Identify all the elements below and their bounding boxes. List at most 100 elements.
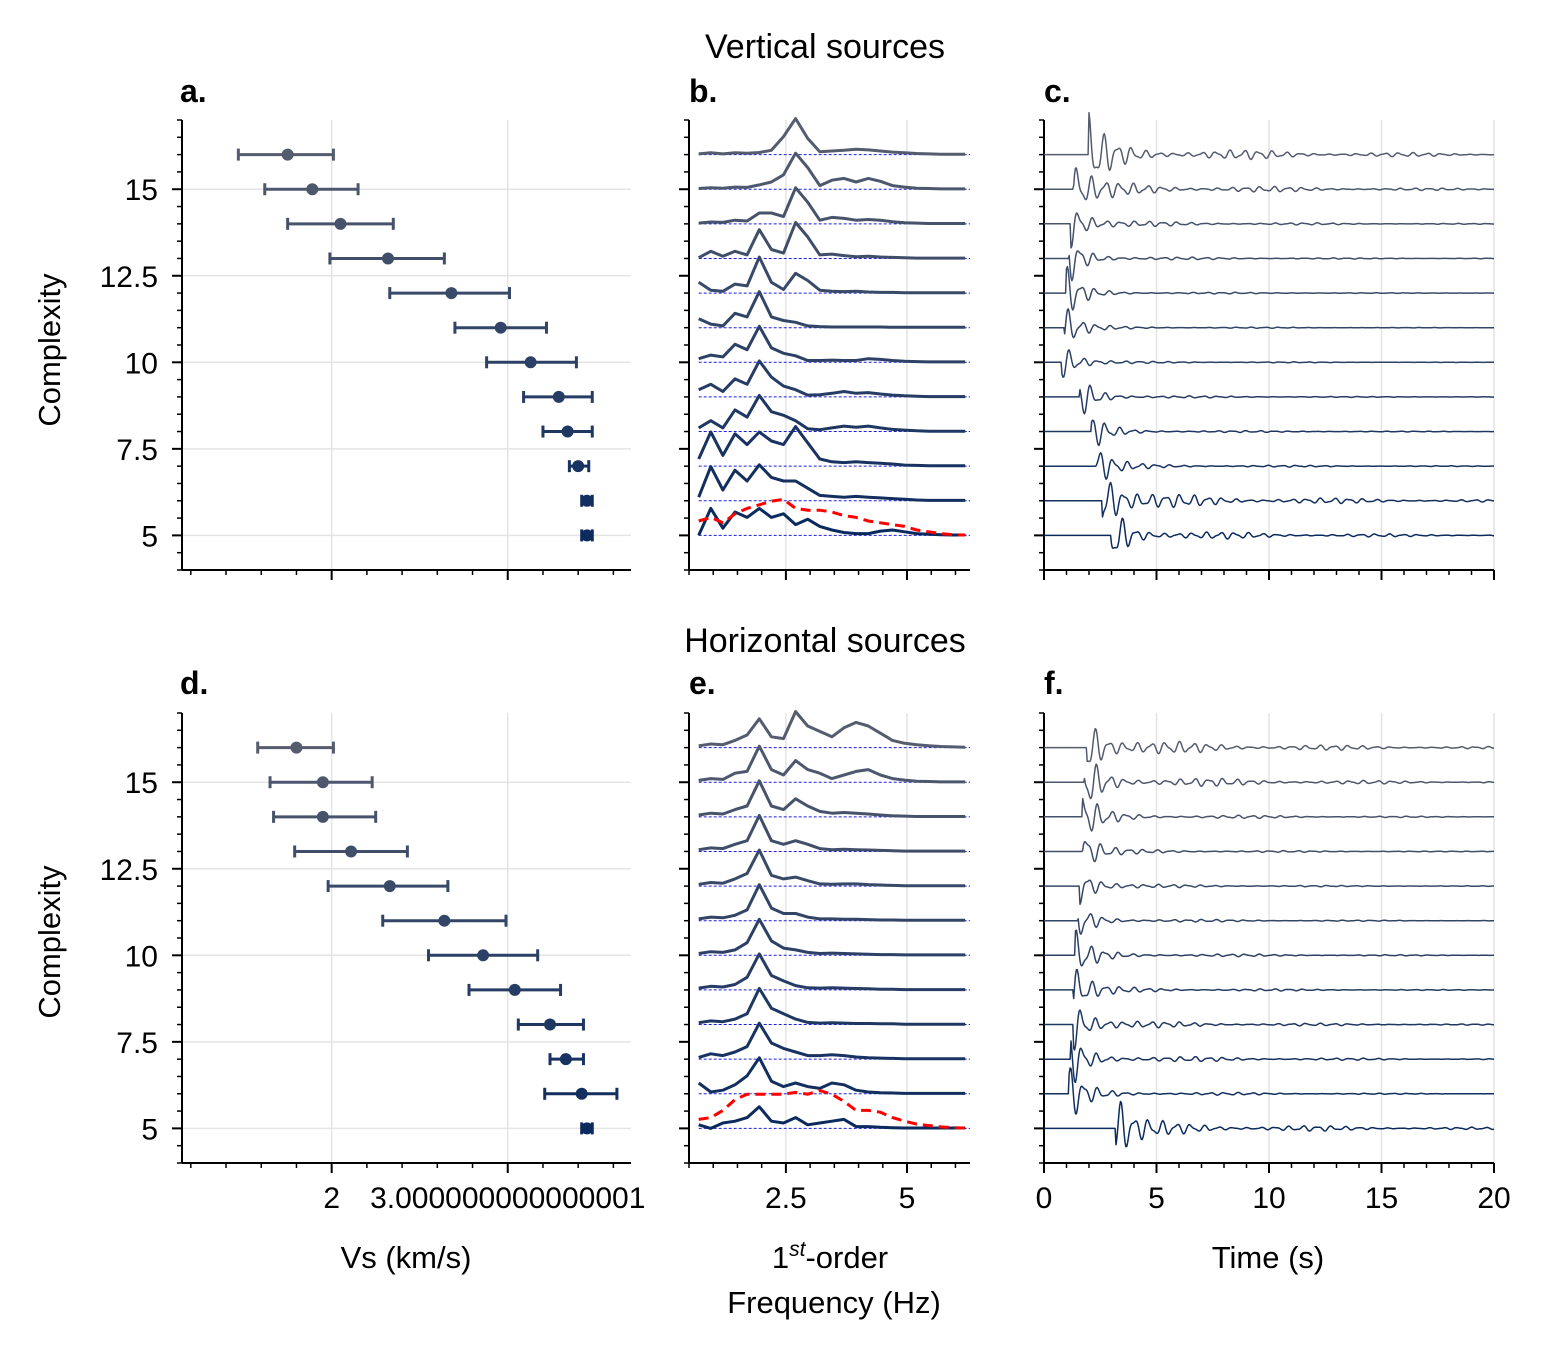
panel-e-spectrum-line <box>698 917 966 957</box>
panel-e-x-tick-label: 5 <box>899 1182 916 1215</box>
x-axis-label-vs: Vs (km/s) <box>341 1240 472 1275</box>
panel-d-data-point <box>383 880 396 893</box>
panel-a-y-tick-label: 12.5 <box>100 261 158 294</box>
panel-b-spectrum-line <box>697 425 966 468</box>
panel-a-data-point <box>561 425 574 438</box>
panel-c-seismogram-trace <box>1044 419 1494 447</box>
panel-a-data-point <box>580 494 593 507</box>
panel-e-spectrum-line <box>698 952 966 992</box>
panel-d-data-point <box>345 845 358 858</box>
panel-b-reference-spectrum <box>698 497 966 537</box>
panel-b-spectrum-line <box>698 290 966 329</box>
panel-f-x-tick-label: 15 <box>1365 1182 1398 1215</box>
panel-a-data-point <box>445 287 458 300</box>
panel-b-spectrum-line <box>698 324 966 364</box>
panel-d-data-point <box>559 1053 572 1066</box>
panel-f-seismogram-trace <box>1044 879 1494 906</box>
panel-f-seismogram-trace <box>1044 1067 1494 1115</box>
panel-label-c: c. <box>1044 73 1071 109</box>
panel-f-seismogram-trace <box>1044 841 1494 863</box>
panel-f-seismogram-trace <box>1044 968 1494 1000</box>
x-axis-label-frequency-line2: Frequency (Hz) <box>727 1285 941 1320</box>
panel-e-x-axis: 2.5 5 <box>688 1162 970 1215</box>
panel-d-data-point <box>575 1087 588 1100</box>
panel-a-y-tick-label: 10 <box>125 347 158 380</box>
panel-a-data-point <box>306 183 319 196</box>
panel-d-y-tick-label: 12.5 <box>100 854 158 887</box>
panel-d-data-point <box>316 776 329 789</box>
panel-c-seismogram-trace <box>1044 265 1494 311</box>
panel-e-spectrum-line <box>698 883 966 922</box>
panel-c-seismogram-trace <box>1044 212 1495 249</box>
panel-label-d: d. <box>180 665 208 701</box>
panel-e-spectrum-line <box>698 814 966 853</box>
panel-a-data-point <box>494 321 507 334</box>
panel-b-spectrum-line <box>698 186 966 225</box>
panel-c-y-axis <box>1034 119 1045 571</box>
panel-c-seismogram-trace <box>1044 167 1494 201</box>
panel-f-x-tick-label: 20 <box>1477 1182 1510 1215</box>
panel-d-data-point <box>290 741 303 754</box>
panel-c-seismogram-trace <box>1044 112 1495 172</box>
panel-c-seismogram-trace <box>1044 250 1495 282</box>
bottom-row-title: Horizontal sources <box>684 622 966 660</box>
panel-d-data-point <box>438 914 451 927</box>
panel-e-x-tick-label: 2.5 <box>765 1182 807 1215</box>
panel-f-x-tick-label: 5 <box>1148 1182 1165 1215</box>
panel-label-a: a. <box>180 73 207 109</box>
panel-e-spectrum-line <box>698 779 966 818</box>
panel-label-b: b. <box>689 73 717 109</box>
panel-b-spectrum-line <box>697 255 966 295</box>
panel-b-spectrum-line <box>698 117 966 156</box>
panel-e-spectrum-line <box>698 1105 966 1130</box>
panel-a-x-axis <box>182 569 631 580</box>
panel-d-data-point <box>508 983 521 996</box>
panel-e-spectrum-line <box>697 1056 966 1095</box>
panel-a-y-tick-label: 5 <box>141 520 158 553</box>
panel-f-x-tick-label: 10 <box>1252 1182 1285 1215</box>
freq-label-rest: -order <box>805 1240 888 1275</box>
panel-f-seismogram-trace <box>1044 913 1494 935</box>
panel-c-seismogram-trace <box>1044 452 1494 480</box>
panel-b-spectrum-line <box>698 359 966 399</box>
panel-c-x-axis <box>1043 569 1495 580</box>
panel-a-y-axis: 5 7.5 10 12.5 15 <box>100 119 183 571</box>
panel-a-data-point <box>552 390 565 403</box>
panel-e-y-axis <box>679 712 690 1164</box>
panel-f-seismogram-trace <box>1044 1100 1495 1148</box>
panel-f-x-axis: 0 5 10 15 20 <box>1036 1162 1511 1215</box>
panel-e-spectrum-line <box>698 1021 966 1061</box>
panel-label-f: f. <box>1044 665 1064 701</box>
panel-b-spectrum-line <box>697 221 966 260</box>
x-axis-label-frequency: 1st-order <box>772 1238 888 1275</box>
panel-c-seismogram-trace <box>1044 384 1495 415</box>
panel-d-x-tick-label: 3.000000000000001 <box>370 1182 645 1215</box>
panel-c-seismogram-trace <box>1044 517 1494 550</box>
panel-d-y-tick-label: 10 <box>125 940 158 973</box>
freq-label-sup: st <box>789 1238 807 1261</box>
panel-d-data-point <box>544 1018 557 1031</box>
panel-a-y-tick-label: 15 <box>125 174 158 207</box>
panel-a-data-point <box>572 460 585 473</box>
panel-b-spectrum-line <box>697 394 966 433</box>
panel-a-data-point <box>281 148 294 161</box>
panel-a-y-tick-label: 7.5 <box>116 434 158 467</box>
panel-d-x-axis: 2 3.000000000000001 <box>182 1162 645 1215</box>
panel-b-spectrum-line <box>697 463 966 502</box>
panel-label-e: e. <box>689 665 716 701</box>
panel-e-spectrum-line <box>698 848 966 888</box>
top-row-title: Vertical sources <box>705 28 945 66</box>
panel-d-y-tick-label: 15 <box>125 767 158 800</box>
panel-f-seismogram-trace <box>1044 727 1495 763</box>
panel-d-data-point <box>477 949 490 962</box>
panel-e-reference-spectrum <box>698 1089 966 1130</box>
panel-f-seismogram-trace <box>1044 1009 1494 1051</box>
panel-c-seismogram-trace <box>1044 308 1494 339</box>
panel-e-spectrum-line <box>698 987 966 1026</box>
panel-d-y-tick-label: 5 <box>141 1113 158 1146</box>
panel-b-y-axis <box>679 119 690 571</box>
panel-d-data-point <box>316 810 329 823</box>
freq-label-base: 1 <box>772 1240 789 1275</box>
panel-f-seismogram-trace <box>1044 797 1494 832</box>
panel-f-seismogram-trace <box>1044 929 1494 967</box>
